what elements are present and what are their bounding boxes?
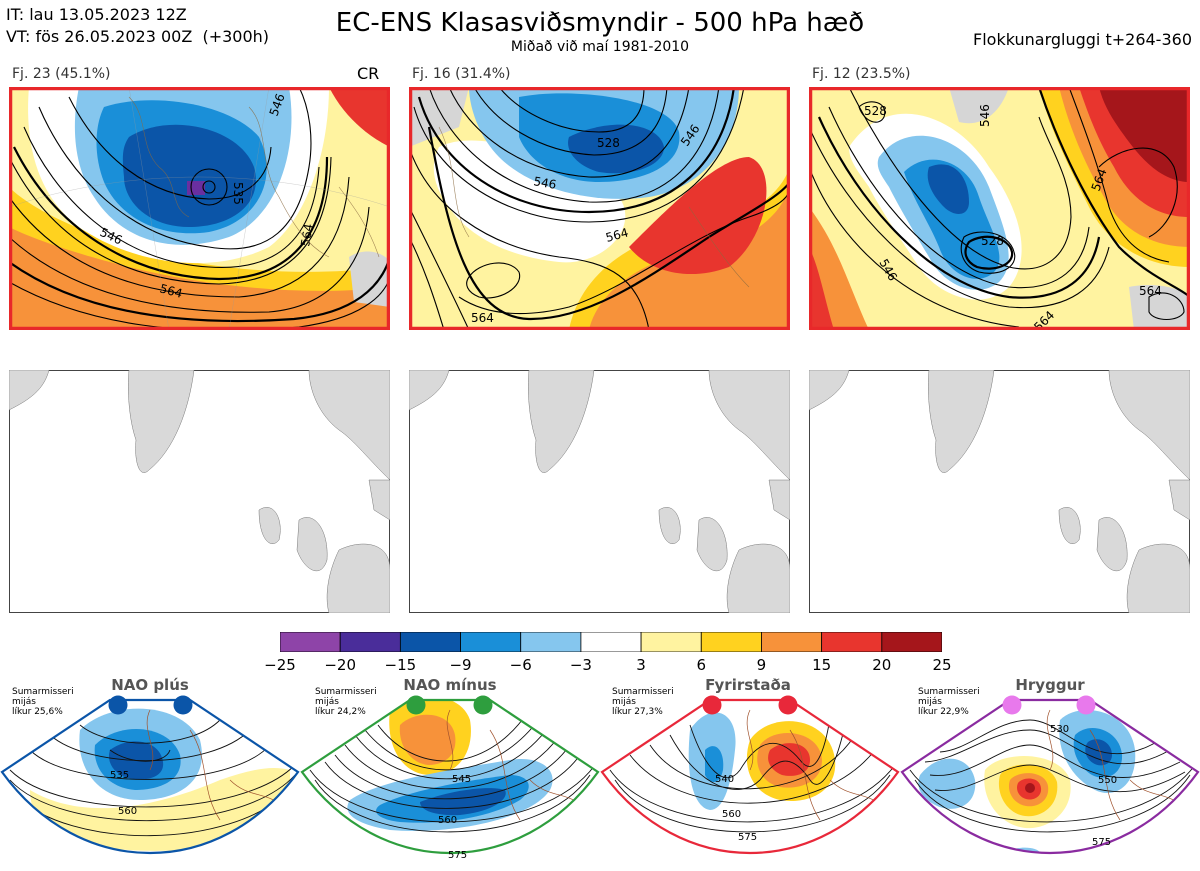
contour-label: 564 xyxy=(471,311,494,325)
colorbar-segment xyxy=(280,632,341,652)
contour-label: 530 xyxy=(1050,724,1069,735)
regime-4-marker xyxy=(1076,695,1096,715)
colorbar-segment xyxy=(640,632,702,652)
colorbar-tick-label: 9 xyxy=(756,656,767,674)
empty-map-1 xyxy=(9,370,390,613)
run-info: IT: lau 13.05.2023 12Z VT: fös 26.05.2023… xyxy=(6,4,269,48)
contour-label: 575 xyxy=(448,850,467,861)
contour-label: 546 xyxy=(978,104,992,127)
regime-4-note: Sumarmisseri mijás líkur 22,9% xyxy=(918,687,980,717)
colorbar-segment xyxy=(700,632,762,652)
colorbar-segment xyxy=(520,632,582,652)
colorbar-tick-label: −9 xyxy=(449,656,472,674)
colorbar-tick-label: 20 xyxy=(872,656,892,674)
colorbar-tick-label: −20 xyxy=(324,656,356,674)
contour-label: 535 xyxy=(231,182,245,205)
colorbar-segment xyxy=(821,632,883,652)
colorbar-segment xyxy=(881,632,942,652)
cluster-2-label: Fj. 16 (31.4%) xyxy=(412,66,511,82)
regime-3-map: 540 560 575 xyxy=(600,695,900,854)
regime-4-map: 530 550 575 xyxy=(900,695,1200,854)
colorbar-tick-label: 15 xyxy=(812,656,832,674)
contour-label: 535 xyxy=(110,770,129,781)
colorbar-segment xyxy=(580,632,642,652)
regime-4-marker xyxy=(1002,695,1022,715)
colorbar-tick-label: 25 xyxy=(932,656,952,674)
contour-label: 575 xyxy=(738,832,757,843)
cluster-3-label: Fj. 12 (23.5%) xyxy=(812,66,911,82)
regime-3-marker xyxy=(778,695,798,715)
regime-3-note: Sumarmisseri mijás líkur 27,3% xyxy=(612,687,674,717)
regime-2-marker xyxy=(406,695,426,715)
empty-map-3 xyxy=(809,370,1190,613)
contour-label: 564 xyxy=(604,225,630,244)
contour-label: 550 xyxy=(1098,775,1117,786)
colorbar-tick-label: −15 xyxy=(384,656,417,674)
colorbar-tick-label: 6 xyxy=(696,656,707,674)
window-label: Flokkunargluggi t+264-360 xyxy=(973,30,1192,49)
contour-label: 575 xyxy=(1092,837,1111,848)
colorbar xyxy=(280,632,942,652)
regime-2-map: 545 560 575 xyxy=(300,695,600,861)
cluster-1-tag: CR xyxy=(357,64,380,83)
contour-label: 528 xyxy=(597,136,620,150)
init-time: IT: lau 13.05.2023 12Z xyxy=(6,5,187,24)
colorbar-segment xyxy=(399,632,461,652)
regime-1-map: 535 560 xyxy=(0,695,300,854)
contour-label: 564 xyxy=(158,281,184,300)
contour-label: 560 xyxy=(722,809,741,820)
cluster-1-map: 546 546 564 564 535 xyxy=(9,87,390,330)
contour-label: 540 xyxy=(715,774,734,785)
regime-2-note: Sumarmisseri mijás líkur 24,2% xyxy=(315,687,377,717)
contour-label: 564 xyxy=(298,223,316,248)
cluster-1-label: Fj. 23 (45.1%) xyxy=(12,66,111,82)
contour-label: 560 xyxy=(118,806,137,817)
regime-2-marker xyxy=(473,695,493,715)
regime-1-name: NAO plús xyxy=(111,676,189,694)
colorbar-segment xyxy=(460,632,522,652)
colorbar-tick-label: −25 xyxy=(264,656,296,674)
colorbar-segment xyxy=(339,632,401,652)
regime-1-marker xyxy=(108,695,128,715)
page-title: EC-ENS Klasasviðsmyndir - 500 hPa hæð xyxy=(335,8,865,38)
regime-2-name: NAO mínus xyxy=(403,676,497,694)
contour-label: 560 xyxy=(438,815,457,826)
valid-time: VT: fös 26.05.2023 00Z (+300h) xyxy=(6,27,270,46)
empty-map-2 xyxy=(409,370,790,613)
contour-label: 545 xyxy=(452,774,471,785)
contour-label: 564 xyxy=(1139,284,1162,298)
cluster-2-map: 528 546 564 564 546 xyxy=(409,87,790,330)
cluster-3-map: 546 528 546 564 564 564 528 xyxy=(809,87,1190,330)
regime-3-marker xyxy=(702,695,722,715)
colorbar-tick-label: −3 xyxy=(569,656,592,674)
contour-label: 528 xyxy=(864,104,887,118)
contour-label: 528 xyxy=(981,234,1004,248)
page-subtitle: Miðað við maí 1981-2010 xyxy=(510,39,690,55)
regime-1-note: Sumarmisseri mijás líkur 25,6% xyxy=(12,687,74,717)
contour-label: 546 xyxy=(532,174,557,192)
colorbar-segment xyxy=(761,632,823,652)
regime-1-marker xyxy=(173,695,193,715)
regime-3-name: Fyrirstaða xyxy=(705,676,791,694)
colorbar-tick-label: −6 xyxy=(509,656,532,674)
regime-4-name: Hryggur xyxy=(1015,676,1085,694)
colorbar-tick-label: 3 xyxy=(636,656,646,674)
